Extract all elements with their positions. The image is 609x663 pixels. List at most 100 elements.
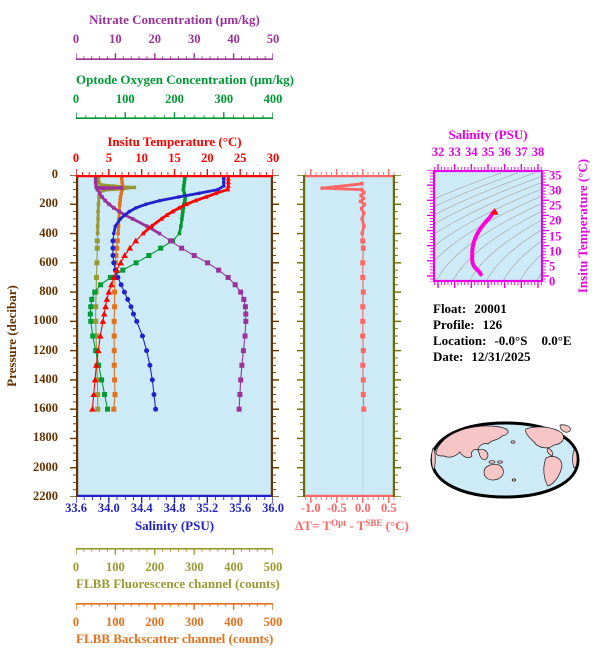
tick-label: 36 bbox=[498, 145, 511, 159]
tick-label: 50 bbox=[266, 32, 280, 46]
ts-salinity-title: Salinity (PSU) bbox=[448, 127, 528, 142]
map-land-south-america bbox=[543, 456, 563, 487]
backscatter-axis-title: FLBB Backscatter channel (counts) bbox=[76, 631, 274, 646]
backscatter-axis-tick-labels: 0 100 200 300 400 500 bbox=[73, 615, 283, 630]
tick-label: 35 bbox=[481, 145, 495, 159]
ts-temperature-tick-labels: 0 5 10 15 20 25 30 35 bbox=[549, 169, 575, 289]
tick-label: 800 bbox=[39, 284, 58, 299]
tick-label: 600 bbox=[39, 254, 58, 269]
info-value: 12/31/2025 bbox=[471, 349, 531, 364]
tick-label: 1000 bbox=[33, 313, 58, 328]
tick-label: 34.8 bbox=[163, 501, 186, 515]
tick-label: 0 bbox=[72, 560, 80, 574]
tick-label: 30 bbox=[266, 151, 280, 165]
tick-label: 34.4 bbox=[130, 501, 153, 515]
map-island-newguinea bbox=[497, 460, 503, 464]
tick-label: 1800 bbox=[33, 430, 58, 445]
tick-label: 0.5 bbox=[380, 501, 397, 515]
tick-label: 33 bbox=[448, 145, 461, 159]
tick-label: 0 bbox=[72, 151, 80, 165]
delta-t-tick-labels: -1.0 -0.5 0.0 0.5 bbox=[301, 501, 397, 516]
nitrate-axis-tick-labels: 0 10 20 30 40 50 bbox=[72, 32, 279, 47]
info-label: Location: bbox=[433, 333, 487, 348]
tick-label: 400 bbox=[224, 560, 243, 574]
tick-label: 0.0 bbox=[354, 501, 371, 515]
delta-t-title-sup2: SBE bbox=[365, 518, 383, 528]
tick-label: 34.0 bbox=[97, 501, 120, 515]
ts-bottom-ticks bbox=[434, 282, 542, 288]
tick-label: 5 bbox=[105, 151, 112, 165]
tick-label: 400 bbox=[263, 92, 283, 106]
info-value-2: 0.0°E bbox=[541, 333, 572, 348]
tick-label: 100 bbox=[115, 92, 135, 106]
oxygen-axis-tick-labels: 0 100 200 300 400 bbox=[72, 92, 283, 107]
temperature-axis-tick-labels: 0 5 10 15 20 25 30 bbox=[72, 151, 279, 166]
tick-label: 1600 bbox=[33, 401, 58, 416]
map-island-indonesia bbox=[488, 460, 496, 464]
tick-label: 300 bbox=[184, 615, 204, 629]
delta-t-title-prefix: ΔT= T bbox=[295, 518, 332, 533]
tick-label: 10 bbox=[135, 151, 148, 165]
map-land-greenland bbox=[559, 424, 571, 433]
tick-label: 37 bbox=[515, 145, 528, 159]
tick-label: 20 bbox=[201, 151, 214, 165]
fluorescence-axis-bar bbox=[76, 548, 273, 555]
delta-t-title-sup1: Opt bbox=[331, 518, 347, 528]
tick-label: 0 bbox=[72, 32, 80, 46]
tick-label: 100 bbox=[106, 615, 125, 629]
map-land-central-america bbox=[546, 447, 554, 457]
info-label: Float: bbox=[433, 301, 467, 316]
oxygen-axis-bar bbox=[76, 112, 273, 119]
delta-t-title-suffix: (°C) bbox=[382, 518, 409, 533]
tick-label: 15 bbox=[168, 151, 181, 165]
pressure-ticks-left bbox=[70, 175, 76, 497]
info-label: Profile: bbox=[433, 317, 475, 332]
tick-label: 0 bbox=[72, 92, 80, 106]
info-value: 126 bbox=[482, 317, 503, 332]
ts-top-ticks bbox=[434, 164, 542, 170]
map-land-africa-right-edge bbox=[572, 449, 578, 469]
fluorescence-axis-tick-labels: 0 100 200 300 400 500 bbox=[72, 560, 283, 575]
tick-label: 1400 bbox=[33, 371, 58, 386]
map-land-india-seasia bbox=[477, 448, 489, 461]
map-land-africa-left-edge bbox=[431, 447, 436, 471]
map-island-newzealand bbox=[511, 478, 517, 482]
tick-label: 200 bbox=[165, 92, 184, 106]
ts-left-ticks bbox=[427, 170, 433, 282]
delta-t-panel bbox=[303, 175, 395, 497]
tick-label: 300 bbox=[184, 560, 204, 574]
nitrate-axis-bar bbox=[76, 53, 273, 60]
backscatter-axis-bar bbox=[76, 603, 273, 610]
tick-label: 40 bbox=[227, 32, 240, 46]
info-row-float: Float: 20001 bbox=[433, 301, 603, 317]
tick-label: 2200 bbox=[33, 489, 58, 503]
info-row-profile: Profile: 126 bbox=[433, 317, 603, 333]
tick-label: 5 bbox=[549, 259, 556, 274]
world-map bbox=[430, 421, 580, 499]
tick-label: 33.6 bbox=[65, 501, 87, 515]
tick-label: 20 bbox=[549, 213, 562, 228]
tick-label: 36.0 bbox=[262, 501, 284, 515]
tick-label: 10 bbox=[549, 244, 562, 259]
temperature-axis-title: Insitu Temperature (°C) bbox=[107, 134, 242, 149]
tick-label: 10 bbox=[109, 32, 122, 46]
delta-t-pressure-ticks-left bbox=[297, 175, 303, 497]
salinity-axis-ticks bbox=[76, 497, 273, 503]
ts-temperature-title: Insitu Temperature (°C) bbox=[575, 158, 590, 294]
map-land-north-america bbox=[525, 426, 564, 449]
tick-label: 400 bbox=[224, 615, 243, 629]
tick-label: 35.6 bbox=[229, 501, 252, 515]
pressure-ticks-right bbox=[273, 175, 279, 497]
nitrate-axis-title: Nitrate Concentration (µm/kg) bbox=[89, 12, 260, 27]
tick-label: 30 bbox=[187, 32, 201, 46]
profile-plot bbox=[76, 175, 273, 497]
tick-label: 15 bbox=[549, 229, 562, 244]
tick-label: 500 bbox=[263, 560, 283, 574]
map-land-australia bbox=[483, 464, 504, 481]
delta-t-bottom-ticks bbox=[305, 497, 395, 503]
tick-label: 25 bbox=[549, 198, 562, 213]
tick-label: 1200 bbox=[33, 342, 58, 357]
tick-label: 300 bbox=[214, 92, 234, 106]
tick-label: 2000 bbox=[33, 459, 58, 474]
